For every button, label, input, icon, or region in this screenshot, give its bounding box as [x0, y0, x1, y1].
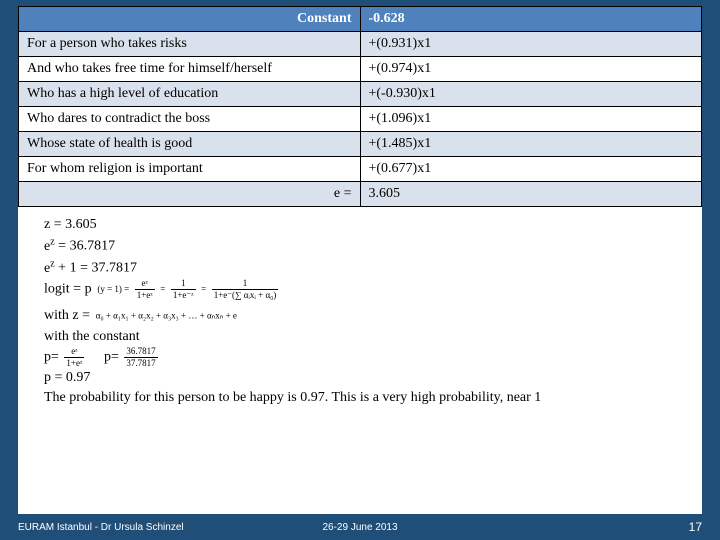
with-const-line: with the constant — [44, 327, 676, 347]
fraction-p2: 36.7817 37.7817 — [124, 347, 157, 368]
cell-left: Whose state of health is good — [19, 132, 361, 157]
cell-left: Who dares to contradict the boss — [19, 107, 361, 132]
slide-footer: EURAM Istanbul - Dr Ursula Schinzel 26-2… — [18, 520, 702, 534]
slide-content: Constant -0.628 For a person who takes r… — [18, 6, 702, 514]
ez-plus1-value: + 1 = 37.7817 — [58, 261, 137, 276]
table-row: And who takes free time for himself/hers… — [19, 57, 702, 82]
sum-right: 3.605 — [360, 182, 702, 207]
sum-left: e = — [19, 182, 361, 207]
ez-icon: ez — [44, 239, 58, 254]
table-sum-row: e = 3.605 — [19, 182, 702, 207]
cell-left: Who has a high level of education — [19, 82, 361, 107]
fraction-2: 1 1+e⁻ᶻ — [171, 279, 196, 300]
logit-prefix: logit = p — [44, 282, 92, 297]
fraction-1: eᶻ 1+eᶻ — [135, 279, 155, 300]
fraction-p1: eᶻ 1+eᶻ — [64, 347, 84, 368]
p-frac-line: p= eᶻ 1+eᶻ p= 36.7817 37.7817 — [44, 347, 676, 368]
p-label-1: p= — [44, 350, 59, 365]
coefficients-table: Constant -0.628 For a person who takes r… — [18, 6, 702, 207]
cell-right: +(0.677)x1 — [360, 157, 702, 182]
equals-sep: = — [160, 284, 165, 294]
cell-right: +(0.974)x1 — [360, 57, 702, 82]
footer-page-number: 17 — [689, 520, 702, 534]
conclusion-text: The probability for this person to be ha… — [44, 388, 676, 408]
footer-left: EURAM Istanbul - Dr Ursula Schinzel — [18, 522, 184, 533]
fraction-3: 1 1+e⁻(∑ αᵢxᵢ + α₀) — [212, 279, 279, 300]
ez-line: ez = 36.7817 — [44, 235, 676, 257]
table-row: Whose state of health is good +(1.485)x1 — [19, 132, 702, 157]
table-row: For a person who takes risks +(0.931)x1 — [19, 32, 702, 57]
header-right: -0.628 — [360, 7, 702, 32]
cell-right: +(0.931)x1 — [360, 32, 702, 57]
table-row: For whom religion is important +(0.677)x… — [19, 157, 702, 182]
cell-right: +(1.485)x1 — [360, 132, 702, 157]
table-header-row: Constant -0.628 — [19, 7, 702, 32]
z-line: z = 3.605 — [44, 215, 676, 235]
withz-prefix: with z = — [44, 308, 90, 323]
header-left: Constant — [19, 7, 361, 32]
calculation-block: z = 3.605 ez = 36.7817 ez + 1 = 37.7817 … — [18, 207, 702, 412]
cell-left: And who takes free time for himself/hers… — [19, 57, 361, 82]
cell-right: +(1.096)x1 — [360, 107, 702, 132]
withz-line: with z = α₀ + α₁x₁ + α₂x₂ + α₃x₃ + … + α… — [44, 306, 676, 326]
cell-left: For whom religion is important — [19, 157, 361, 182]
cell-right: +(-0.930)x1 — [360, 82, 702, 107]
table-row: Who has a high level of education +(-0.9… — [19, 82, 702, 107]
equals-sep: = — [201, 284, 206, 294]
footer-center: 26-29 June 2013 — [322, 522, 397, 533]
p-label-2: p= — [104, 350, 119, 365]
p-result-line: p = 0.97 — [44, 368, 676, 388]
ez-icon: ez — [44, 261, 58, 276]
ez-plus1-line: ez + 1 = 37.7817 — [44, 257, 676, 279]
withz-formula: α₀ + α₁x₁ + α₂x₂ + α₃x₃ + … + αₙxₙ + e — [94, 310, 237, 320]
ez-value: = 36.7817 — [58, 239, 115, 254]
table-row: Who dares to contradict the boss +(1.096… — [19, 107, 702, 132]
logit-small: (y = 1) = — [95, 284, 129, 294]
logit-line: logit = p (y = 1) = eᶻ 1+eᶻ = 1 1+e⁻ᶻ = … — [44, 279, 676, 300]
cell-left: For a person who takes risks — [19, 32, 361, 57]
